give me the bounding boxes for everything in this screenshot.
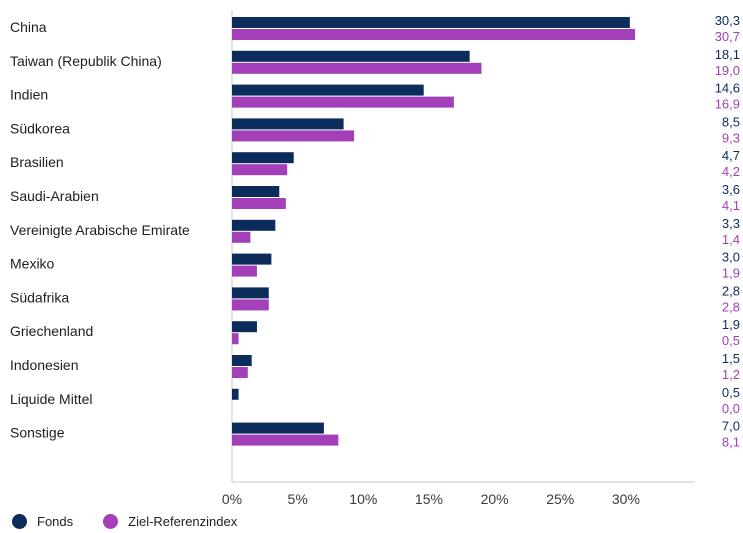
- bar-referenzindex-vereinigte-arabische-emirate: [232, 231, 251, 243]
- value-label-fonds-indien: 14,6: [715, 81, 740, 96]
- value-label-referenzindex-südafrika: 2,8: [722, 299, 740, 314]
- bar-fonds-südkorea: [232, 118, 344, 130]
- bar-referenzindex-südkorea: [232, 130, 355, 142]
- value-label-fonds-sonstige: 7,0: [722, 419, 740, 434]
- value-label-fonds-taiwan-republik-china-: 18,1: [715, 47, 740, 62]
- value-label-fonds-griechenland: 1,9: [722, 317, 740, 332]
- bar-fonds-saudi-arabien: [232, 186, 280, 197]
- bar-chart: China 30,330,7 Taiwan (Republik China) 18,1…: [10, 10, 740, 505]
- category-label-liquide-mittel: Liquide Mittel: [10, 391, 93, 407]
- x-tick-5: 5%: [288, 491, 308, 505]
- bar-fonds-liquide-mittel: [232, 388, 239, 400]
- value-label-fonds-indonesien: 1,5: [722, 351, 740, 366]
- category-label-südkorea: Südkorea: [10, 120, 70, 136]
- bar-fonds-brasilien: [232, 152, 294, 164]
- x-tick-0: 0%: [222, 491, 242, 505]
- value-label-referenzindex-liquide-mittel: 0,0: [722, 401, 740, 416]
- legend-item-referenzindex: Ziel-Referenzindex: [103, 513, 238, 529]
- bar-fonds-sonstige: [232, 422, 324, 434]
- value-label-fonds-saudi-arabien: 3,6: [722, 182, 740, 197]
- bar-fonds-taiwan-republik-china-: [232, 50, 470, 62]
- bar-referenzindex-südafrika: [232, 299, 269, 311]
- category-label-südafrika: Südafrika: [10, 289, 69, 305]
- value-label-referenzindex-brasilien: 4,2: [722, 164, 740, 179]
- value-label-fonds-china: 30,3: [715, 13, 740, 28]
- bar-referenzindex-sonstige: [232, 434, 339, 446]
- category-label-vereinigte-arabische-emirate: Vereinigte Arabische Emirate: [10, 222, 190, 238]
- category-label-mexiko: Mexiko: [10, 256, 55, 272]
- value-label-referenzindex-mexiko: 1,9: [722, 266, 740, 281]
- x-tick-15: 15%: [415, 491, 443, 505]
- bar-referenzindex-indonesien: [232, 367, 248, 378]
- bar-referenzindex-china: [232, 29, 636, 40]
- category-label-taiwan-republik-china-: Taiwan (Republik China): [10, 53, 162, 69]
- legend-swatch-fonds: [12, 513, 27, 529]
- bar-referenzindex-brasilien: [232, 164, 288, 176]
- bar-fonds-südafrika: [232, 287, 269, 299]
- value-label-referenzindex-saudi-arabien: 4,1: [722, 198, 740, 213]
- x-tick-30: 30%: [612, 491, 640, 505]
- bar-referenzindex-saudi-arabien: [232, 198, 286, 209]
- category-label-china: China: [10, 19, 47, 35]
- value-label-referenzindex-sonstige: 8,1: [722, 435, 740, 450]
- category-label-brasilien: Brasilien: [10, 154, 64, 170]
- legend-item-fonds: Fonds: [12, 513, 74, 529]
- bar-referenzindex-mexiko: [232, 265, 257, 277]
- bar-fonds-griechenland: [232, 321, 257, 333]
- legend: Fonds Ziel-Referenzindex: [12, 512, 267, 530]
- category-label-saudi-arabien: Saudi-Arabien: [10, 188, 99, 204]
- value-label-referenzindex-indien: 16,9: [715, 97, 740, 112]
- bar-fonds-indonesien: [232, 355, 252, 366]
- category-label-griechenland: Griechenland: [10, 323, 93, 339]
- bar-fonds-mexiko: [232, 253, 272, 265]
- x-tick-25: 25%: [546, 491, 574, 505]
- bar-fonds-china: [232, 17, 630, 28]
- legend-label-fonds: Fonds: [37, 513, 74, 529]
- bar-fonds-vereinigte-arabische-emirate: [232, 219, 276, 231]
- x-tick-20: 20%: [481, 491, 509, 505]
- value-label-fonds-brasilien: 4,7: [722, 148, 740, 163]
- value-label-fonds-liquide-mittel: 0,5: [722, 385, 740, 400]
- value-label-fonds-südafrika: 2,8: [722, 283, 740, 298]
- value-label-fonds-vereinigte-arabische-emirate: 3,3: [722, 216, 740, 231]
- value-label-referenzindex-griechenland: 0,5: [722, 333, 740, 348]
- value-label-referenzindex-indonesien: 1,2: [722, 367, 740, 382]
- value-label-referenzindex-südkorea: 9,3: [722, 130, 740, 145]
- bar-referenzindex-indien: [232, 96, 454, 108]
- value-label-fonds-südkorea: 8,5: [722, 114, 740, 129]
- legend-swatch-referenzindex: [103, 513, 119, 529]
- category-label-indonesien: Indonesien: [10, 357, 79, 373]
- value-label-referenzindex-taiwan-republik-china-: 19,0: [715, 63, 740, 78]
- category-label-indien: Indien: [10, 87, 48, 103]
- bar-referenzindex-taiwan-republik-china-: [232, 62, 482, 74]
- bar-referenzindex-griechenland: [232, 333, 239, 345]
- bar-fonds-indien: [232, 84, 424, 96]
- value-label-fonds-mexiko: 3,0: [722, 250, 740, 265]
- legend-label-referenzindex: Ziel-Referenzindex: [128, 513, 238, 529]
- x-tick-10: 10%: [349, 491, 377, 505]
- category-label-sonstige: Sonstige: [10, 425, 65, 441]
- value-label-referenzindex-vereinigte-arabische-emirate: 1,4: [722, 232, 740, 247]
- value-label-referenzindex-china: 30,7: [715, 29, 740, 44]
